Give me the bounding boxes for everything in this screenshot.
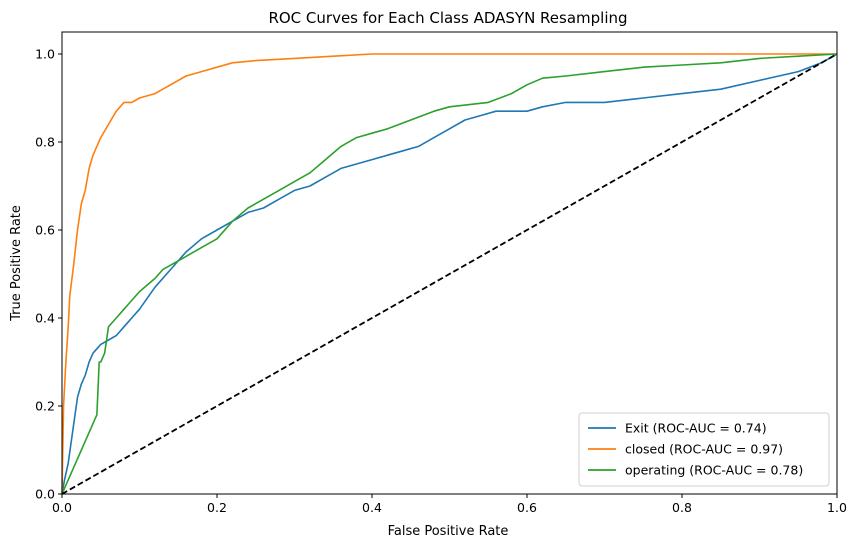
series-layer	[61, 53, 838, 495]
series-line-2	[61, 53, 838, 495]
legend-label: operating (ROC-AUC = 0.78)	[625, 463, 803, 478]
legend: Exit (ROC-AUC = 0.74) closed (ROC-AUC = 0…	[578, 412, 830, 487]
y-axis: 0.0 0.2 0.4 0.6 0.8 1.0	[35, 47, 62, 502]
y-tick-label: 0.8	[35, 135, 55, 150]
y-tick-label: 0.4	[35, 311, 55, 326]
legend-label: Exit (ROC-AUC = 0.74)	[625, 421, 767, 436]
series-line-1	[61, 53, 837, 495]
series-line-0	[61, 53, 838, 495]
x-tick-label: 0.6	[517, 500, 537, 515]
y-tick-label: 0.6	[35, 223, 55, 238]
y-tick-label: 1.0	[35, 47, 55, 62]
x-axis: 0.0 0.2 0.4 0.6 0.8 1.0	[52, 494, 847, 515]
x-tick-label: 0.2	[207, 500, 227, 515]
x-tick-label: 0.0	[52, 500, 72, 515]
legend-label: closed (ROC-AUC = 0.97)	[625, 442, 783, 457]
x-tick-label: 0.8	[672, 500, 692, 515]
diagonal-reference-line	[61, 53, 838, 495]
y-axis-label: True Positive Rate	[9, 205, 24, 322]
x-axis-label: False Positive Rate	[388, 524, 509, 539]
y-tick-label: 0.0	[35, 487, 55, 502]
x-tick-label: 1.0	[827, 500, 847, 515]
chart-title: ROC Curves for Each Class ADASYN Resampl…	[268, 9, 627, 27]
plot-frame	[61, 31, 838, 495]
legend-box	[578, 412, 830, 487]
y-tick-label: 0.2	[35, 399, 55, 414]
x-tick-label: 0.4	[362, 500, 382, 515]
